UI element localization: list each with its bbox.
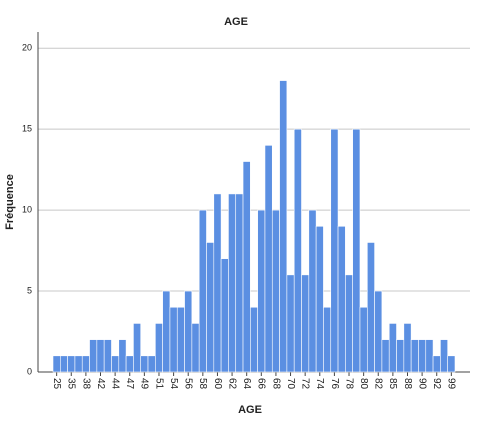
bar bbox=[447, 355, 456, 373]
x-tick-label: 56 bbox=[183, 378, 194, 390]
bar bbox=[432, 355, 441, 373]
x-tick-label: 51 bbox=[153, 378, 164, 390]
x-tick-label: 99 bbox=[446, 378, 457, 390]
x-tick-label: 85 bbox=[387, 378, 398, 390]
bar bbox=[147, 355, 156, 373]
bar bbox=[366, 242, 375, 373]
bar bbox=[140, 355, 149, 373]
x-tick-label: 82 bbox=[373, 378, 384, 390]
bar bbox=[381, 339, 390, 373]
bar bbox=[111, 355, 120, 373]
bar bbox=[403, 323, 412, 373]
bar bbox=[118, 339, 127, 373]
bar bbox=[279, 80, 288, 373]
x-tick-label: 88 bbox=[402, 378, 413, 390]
bar bbox=[330, 128, 339, 373]
bar bbox=[352, 128, 361, 373]
bar bbox=[396, 339, 405, 373]
x-tick-label: 64 bbox=[241, 378, 252, 390]
bar bbox=[133, 323, 142, 373]
bar bbox=[191, 323, 200, 373]
x-tick-label: 60 bbox=[212, 378, 223, 390]
bar bbox=[162, 290, 171, 373]
x-tick-label: 92 bbox=[431, 378, 442, 390]
y-tick-label: 0 bbox=[27, 366, 32, 376]
bar bbox=[60, 355, 68, 373]
y-tick-label: 10 bbox=[22, 204, 32, 214]
x-tick-label: 47 bbox=[124, 378, 135, 390]
x-tick-label: 38 bbox=[80, 378, 91, 390]
bar bbox=[228, 193, 237, 373]
bar bbox=[388, 323, 397, 373]
bar bbox=[345, 274, 353, 373]
bar bbox=[169, 306, 178, 373]
bar bbox=[323, 306, 332, 373]
x-axis-title: AGE bbox=[238, 404, 262, 416]
bar bbox=[293, 128, 302, 373]
bar bbox=[198, 209, 207, 373]
chart-title: AGE bbox=[224, 16, 248, 28]
y-tick-label: 20 bbox=[22, 43, 32, 53]
x-tick-label: 90 bbox=[416, 378, 427, 390]
bar bbox=[308, 209, 317, 373]
bar bbox=[286, 274, 295, 373]
x-tick-label: 42 bbox=[95, 378, 106, 390]
bar bbox=[184, 290, 193, 373]
x-tick-label: 49 bbox=[139, 378, 150, 390]
bar bbox=[257, 209, 266, 373]
bar bbox=[81, 355, 90, 373]
bar bbox=[359, 306, 368, 373]
x-tick-label: 25 bbox=[51, 378, 62, 390]
bar bbox=[96, 339, 105, 373]
bar bbox=[52, 355, 61, 373]
x-tick-label: 66 bbox=[256, 378, 267, 390]
x-tick-label: 78 bbox=[343, 378, 354, 390]
bar bbox=[235, 193, 244, 373]
bar bbox=[374, 290, 383, 373]
bar bbox=[67, 355, 76, 373]
x-tick-label: 54 bbox=[168, 378, 179, 390]
bar bbox=[74, 355, 83, 373]
bar bbox=[315, 225, 324, 373]
y-tick-label: 15 bbox=[22, 124, 32, 134]
bar bbox=[213, 193, 222, 373]
x-tick-label: 35 bbox=[66, 378, 77, 390]
bar bbox=[206, 242, 215, 373]
bar bbox=[103, 339, 112, 373]
x-tick-label: 62 bbox=[226, 378, 237, 390]
x-tick-label: 76 bbox=[329, 378, 340, 390]
bar bbox=[425, 339, 434, 373]
bar bbox=[410, 339, 419, 373]
y-axis-title: Fréquence bbox=[4, 174, 16, 230]
x-tick-label: 44 bbox=[109, 378, 120, 390]
bar bbox=[220, 258, 229, 373]
y-tick-label: 5 bbox=[27, 285, 32, 295]
bar bbox=[337, 225, 346, 373]
bar bbox=[250, 306, 258, 373]
bar bbox=[155, 323, 163, 373]
bar bbox=[271, 209, 280, 373]
bar bbox=[440, 339, 448, 373]
bar bbox=[242, 161, 251, 373]
bar bbox=[89, 339, 98, 373]
bar bbox=[264, 145, 273, 373]
bar bbox=[176, 306, 185, 373]
bar bbox=[125, 355, 134, 373]
x-tick-label: 58 bbox=[197, 378, 208, 390]
x-tick-label: 70 bbox=[285, 378, 296, 390]
bar bbox=[301, 274, 310, 373]
x-tick-label: 80 bbox=[358, 378, 369, 390]
bar bbox=[418, 339, 427, 373]
x-tick-label: 68 bbox=[270, 378, 281, 390]
x-tick-label: 74 bbox=[314, 378, 325, 390]
x-tick-label: 72 bbox=[300, 378, 311, 390]
